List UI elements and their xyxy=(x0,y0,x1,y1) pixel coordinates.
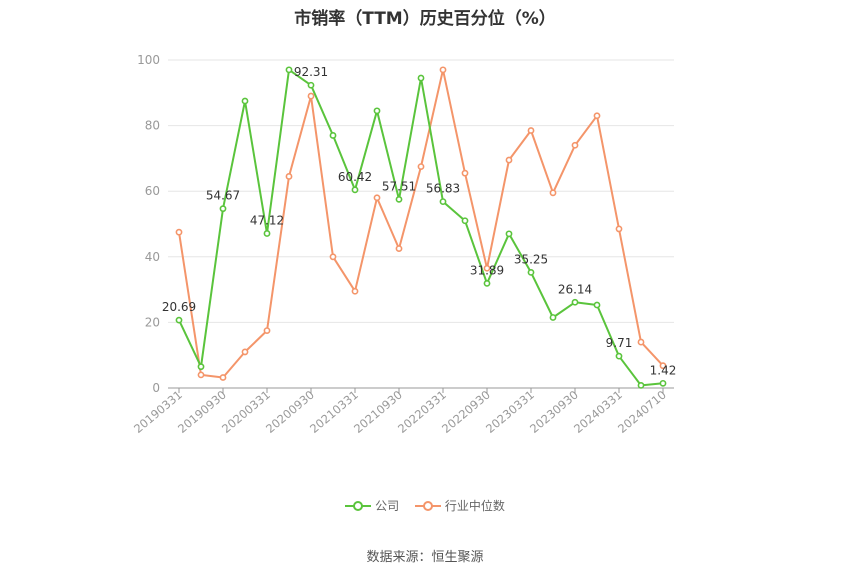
data-point[interactable] xyxy=(175,316,183,324)
data-label: 92.31 xyxy=(294,65,328,79)
data-label: 54.67 xyxy=(206,189,240,203)
y-tick-label: 20 xyxy=(145,315,160,329)
legend-company-icon xyxy=(345,500,372,511)
data-point[interactable] xyxy=(241,348,249,356)
data-point[interactable] xyxy=(285,66,293,74)
x-tick-label: 20240710 xyxy=(615,388,669,436)
data-point[interactable] xyxy=(263,230,271,237)
data-point[interactable] xyxy=(329,132,337,139)
legend-industry-icon xyxy=(414,500,441,511)
data-point[interactable] xyxy=(483,264,491,272)
data-point[interactable] xyxy=(417,163,425,170)
data-point[interactable] xyxy=(197,371,205,379)
data-label: 9.71 xyxy=(606,336,633,350)
data-point[interactable] xyxy=(659,379,667,387)
data-label: 20.69 xyxy=(162,300,196,314)
data-point[interactable] xyxy=(461,217,469,225)
legend-label-company: 公司 xyxy=(375,499,400,513)
data-point[interactable] xyxy=(263,327,271,334)
data-point[interactable] xyxy=(593,301,601,309)
data-point[interactable] xyxy=(307,81,315,89)
legend-item-company[interactable]: 公司 xyxy=(345,497,399,514)
data-point[interactable] xyxy=(593,112,601,120)
series-layer xyxy=(175,66,667,389)
data-point[interactable] xyxy=(527,127,535,134)
data-point[interactable] xyxy=(439,198,447,205)
data-point[interactable] xyxy=(505,156,513,164)
data-point[interactable] xyxy=(549,314,557,321)
data-label: 60.42 xyxy=(338,170,372,184)
legend-item-industry-median[interactable]: 行业中位数 xyxy=(414,497,505,514)
data-point[interactable] xyxy=(461,169,469,177)
data-point[interactable] xyxy=(571,298,579,306)
data-point[interactable] xyxy=(615,352,623,360)
y-tick-label: 100 xyxy=(137,53,160,67)
data-point[interactable] xyxy=(637,381,645,389)
data-point[interactable] xyxy=(505,230,513,238)
y-tick-label: 40 xyxy=(145,250,160,264)
data-point[interactable] xyxy=(637,338,645,346)
data-point[interactable] xyxy=(197,363,205,371)
legend: 公司 行业中位数 xyxy=(0,497,850,515)
data-labels: 20.69 54.67 47.12 92.31 60.42 57.51 56.83 31.89… xyxy=(162,65,677,377)
data-point[interactable] xyxy=(395,245,403,252)
data-point[interactable] xyxy=(549,189,557,197)
data-point[interactable] xyxy=(219,205,227,213)
data-label: 57.51 xyxy=(382,179,416,193)
data-point[interactable] xyxy=(615,225,623,233)
data-label: 47.12 xyxy=(250,213,284,227)
data-point[interactable] xyxy=(527,268,535,276)
chart-title: 市销率（TTM）历史百分位（%） xyxy=(294,9,556,29)
data-label: 56.83 xyxy=(426,182,460,196)
data-point[interactable] xyxy=(571,141,579,149)
data-point[interactable] xyxy=(175,228,183,236)
data-label: 1.42 xyxy=(650,363,677,377)
data-point[interactable] xyxy=(483,280,491,287)
data-point[interactable] xyxy=(351,186,359,194)
series-line-0 xyxy=(178,68,664,387)
data-point[interactable] xyxy=(307,92,315,100)
data-label: 31.89 xyxy=(470,263,504,277)
data-point[interactable] xyxy=(285,173,293,180)
data-point[interactable] xyxy=(351,287,359,295)
data-point[interactable] xyxy=(373,194,381,202)
legend-label-industry-median: 行业中位数 xyxy=(444,499,505,513)
data-point[interactable] xyxy=(219,374,227,381)
data-point[interactable] xyxy=(373,107,381,115)
data-point[interactable] xyxy=(417,74,425,82)
data-label: 26.14 xyxy=(558,282,592,296)
y-tick-label: 80 xyxy=(145,119,160,133)
data-label: 35.25 xyxy=(514,252,548,266)
source-note: 数据来源：恒生聚源 xyxy=(366,550,484,565)
data-point[interactable] xyxy=(395,195,403,203)
data-point[interactable] xyxy=(659,362,667,370)
data-point[interactable] xyxy=(241,97,249,105)
y-tick-label: 0 xyxy=(152,381,160,395)
data-point[interactable] xyxy=(439,66,447,74)
data-point[interactable] xyxy=(329,253,337,261)
axes: 0204060801002019033120190930202003312020… xyxy=(131,53,674,436)
y-tick-label: 60 xyxy=(145,184,160,198)
